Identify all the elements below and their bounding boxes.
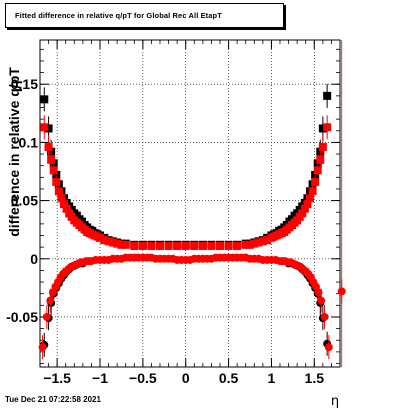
data-point-square (258, 237, 267, 246)
data-point-square (113, 239, 122, 248)
data-point-square (164, 241, 173, 250)
data-point-circle (314, 288, 323, 297)
data-point-square (311, 177, 320, 186)
chart-title-box: Fitted difference in relative q/pT for G… (5, 3, 284, 28)
data-points (38, 40, 346, 367)
data-point-square (44, 143, 53, 152)
data-point-square (47, 155, 56, 164)
data-point-square (121, 240, 130, 249)
x-axis-label: η (331, 394, 339, 409)
data-point-square (263, 236, 272, 245)
data-point-square (311, 170, 320, 179)
data-point-square (49, 166, 58, 175)
data-point-square (318, 124, 327, 133)
x-tick-label: 1 (268, 370, 276, 386)
data-point-square (198, 241, 207, 250)
timestamp: Tue Dec 21 07:22:58 2021 (5, 395, 101, 404)
data-point-square (308, 187, 317, 196)
data-point-square (40, 123, 49, 132)
y-axis: -0.05 0 0.05 0.1 0.15 (6, 48, 340, 364)
y-tick-label: 0 (30, 251, 38, 267)
data-point-square (96, 233, 104, 242)
data-point-square (108, 238, 117, 247)
data-point-square (233, 241, 242, 250)
data-point-square (207, 241, 216, 250)
data-point-square (52, 170, 61, 179)
x-tick-label: −1 (92, 370, 108, 386)
data-point-square (138, 241, 147, 250)
data-point-square (224, 241, 233, 250)
x-axis: −1.5 −1 −0.5 0 0.5 1 1.5 (39, 40, 341, 386)
y-tick-label: -0.05 (6, 309, 38, 325)
data-point-square (173, 241, 182, 250)
data-point-square (62, 204, 71, 213)
data-point-circle (320, 312, 329, 321)
data-point-square (323, 123, 332, 132)
data-point-square (190, 241, 199, 250)
data-point-square (250, 239, 259, 248)
data-point-square (323, 91, 332, 100)
grid (40, 40, 340, 367)
x-tick-label: 0.5 (219, 370, 239, 386)
data-point-square (246, 240, 254, 249)
y-tick-label: 0.15 (11, 76, 38, 92)
data-point-square (306, 194, 314, 203)
data-point-square (254, 238, 263, 247)
data-point-square (318, 143, 327, 152)
data-point-square (156, 241, 164, 250)
data-point-square (117, 240, 126, 249)
data-point-square (300, 204, 309, 213)
data-point-square (130, 241, 139, 250)
data-point-square (54, 187, 63, 196)
data-point-square (303, 200, 312, 209)
data-point-square (100, 236, 109, 245)
data-point-square (216, 241, 224, 250)
data-point-square (44, 124, 53, 133)
data-point-circle (42, 312, 51, 321)
data-point-circle (324, 343, 333, 352)
y-tick-label: 0.05 (11, 193, 38, 209)
data-point-square (57, 194, 66, 203)
data-point-square (104, 237, 113, 246)
chart-title: Fitted difference in relative q/pT for G… (15, 11, 222, 20)
data-point-square (241, 240, 250, 249)
data-point-circle (46, 296, 55, 305)
data-point-square (40, 95, 49, 104)
y-axis-label: difference in relative q/pT (6, 67, 22, 237)
x-tick-label: 1.5 (305, 370, 325, 386)
data-point-square (147, 241, 156, 250)
data-point-square (181, 241, 190, 250)
x-tick-label: 0 (182, 370, 190, 386)
data-point-square (52, 177, 61, 186)
data-point-circle (38, 343, 47, 352)
plot-frame (39, 39, 341, 368)
y-tick-label: 0.1 (19, 134, 39, 150)
data-point-square (60, 200, 68, 209)
x-tick-label: −1.5 (43, 370, 71, 386)
data-point-square (313, 166, 322, 175)
data-point-square (316, 155, 325, 164)
data-point-circle (317, 296, 326, 305)
x-tick-label: −0.5 (129, 370, 157, 386)
data-point-square (298, 209, 307, 218)
